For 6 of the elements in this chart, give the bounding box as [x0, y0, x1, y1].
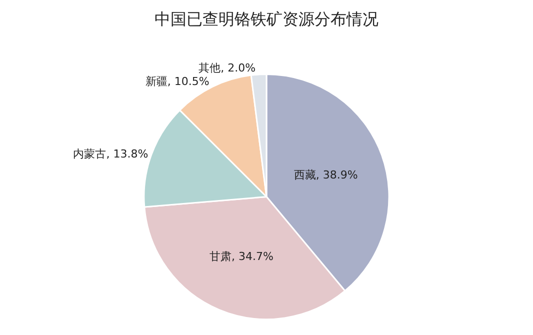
slice-label: 甘肃, 34.7%	[209, 250, 274, 264]
slice-label: 内蒙古, 13.8%	[73, 147, 148, 160]
slice-label: 其他, 2.0%	[198, 61, 256, 74]
chart-title: 中国已查明铬铁矿资源分布情况	[154, 10, 378, 29]
slice-label: 新疆, 10.5%	[145, 74, 210, 88]
slice-label: 西藏, 38.9%	[294, 168, 358, 182]
